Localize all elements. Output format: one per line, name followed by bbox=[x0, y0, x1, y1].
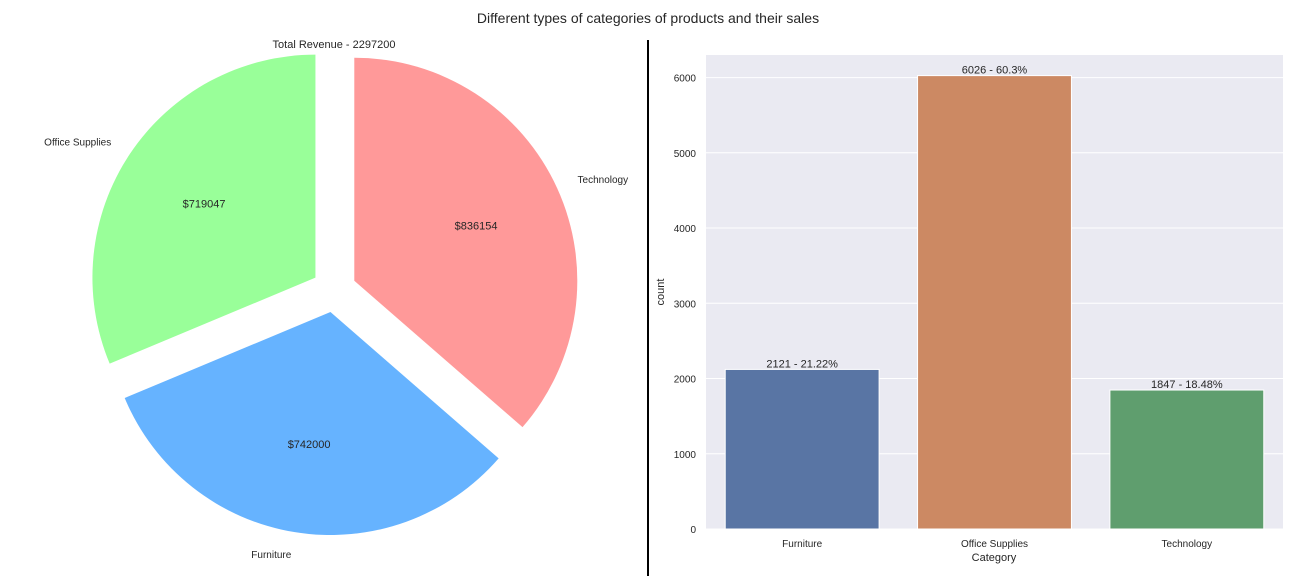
pie-category-label-office-supplies: Office Supplies bbox=[44, 138, 111, 149]
pie-title: Total Revenue - 2297200 bbox=[273, 39, 396, 51]
y-tick-label: 3000 bbox=[674, 299, 697, 310]
figure-title: Different types of categories of product… bbox=[476, 10, 820, 26]
pie-category-label-technology: Technology bbox=[578, 175, 629, 186]
bar-technology bbox=[1109, 389, 1265, 530]
y-tick-label: 0 bbox=[690, 525, 696, 536]
x-tick-label-office-supplies: Office Supplies bbox=[961, 539, 1028, 550]
pie-slice-office-supplies bbox=[92, 54, 316, 364]
bar-value-label-furniture: 2121 - 21.22% bbox=[766, 358, 838, 370]
pie-slice-furniture bbox=[124, 312, 499, 536]
bar-value-label-office-supplies: 6026 - 60.3% bbox=[962, 65, 1028, 77]
bar-furniture bbox=[724, 368, 880, 530]
x-tick-label-technology: Technology bbox=[1162, 539, 1213, 550]
y-tick-label: 5000 bbox=[674, 149, 697, 160]
x-axis-label: Category bbox=[972, 552, 1017, 564]
y-axis-label: count bbox=[655, 279, 667, 306]
pie-category-label-furniture: Furniture bbox=[251, 550, 291, 561]
pie-value-label-office-supplies: $719047 bbox=[183, 198, 226, 210]
y-tick-label: 2000 bbox=[674, 375, 697, 386]
bar-office-supplies bbox=[917, 75, 1072, 530]
x-tick-label-furniture: Furniture bbox=[782, 539, 822, 550]
y-tick-label: 1000 bbox=[674, 450, 697, 461]
pie-value-label-technology: $836154 bbox=[455, 220, 498, 232]
pie-chart: Total Revenue - 2297200 $719047 Office Su… bbox=[44, 39, 628, 561]
bar-chart: 0 1000 2000 3000 4000 5000 6000 Furniture Office… bbox=[655, 55, 1283, 564]
y-tick-label: 6000 bbox=[674, 74, 697, 85]
y-tick-label: 4000 bbox=[674, 224, 697, 235]
pie-slice-technology bbox=[354, 57, 578, 428]
pie-value-label-furniture: $742000 bbox=[288, 439, 331, 451]
bar-value-label-technology: 1847 - 18.48% bbox=[1151, 379, 1223, 391]
